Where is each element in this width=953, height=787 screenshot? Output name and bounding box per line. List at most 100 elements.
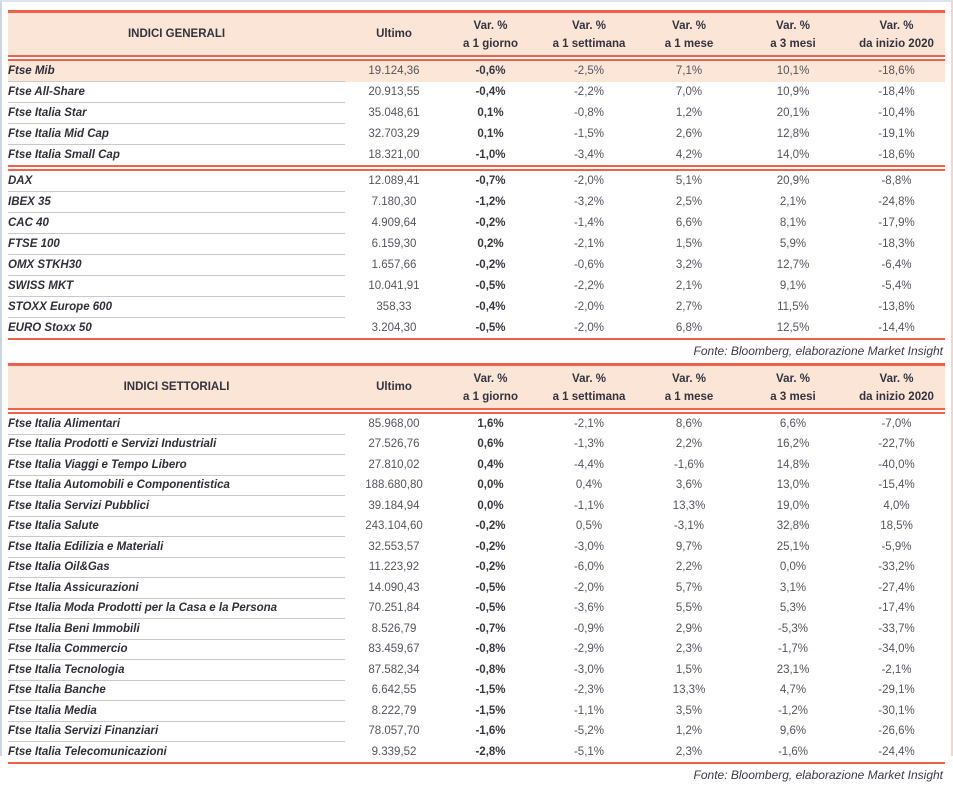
var-3-mesi-value: 14,0% [776,148,810,161]
var-inizio-2020-value: -18,6% [848,60,945,82]
ultimo-value: 78.057,70 [368,725,420,738]
var-1-settimana-value: -2,0% [573,301,605,313]
var-1-mese-value: 2,1% [675,280,703,292]
var-3-mesi-value: 3,1% [779,581,807,594]
var-1-giorno-value: 0,2% [477,238,504,250]
ultimo-value: 35.048,61 [368,107,420,119]
var-1-giorno-value: 0,6% [477,438,504,451]
index-name: Ftse Italia Prodotti e Servizi Industria… [8,434,345,455]
source-note: Fonte: Bloomberg, elaborazione Market In… [693,344,943,358]
var-inizio-2020-value: -7,0% [881,418,912,430]
ultimo-value: 32.703,29 [368,128,420,140]
index-name: Ftse Italia Media [8,700,345,722]
index-name: CAC 40 [8,212,345,234]
var-1-settimana-value: -4,4% [573,458,605,471]
var-1-settimana-value: -3,6% [573,602,605,615]
ultimo-value: 9.339,52 [371,745,417,758]
table-row: Ftse Italia Servizi Pubblici 39.184,94 0,0… [8,495,945,517]
var-1-mese-value: 2,6% [675,128,703,140]
var-inizio-2020-value: -19,1% [878,128,915,140]
var-1-giorno-value: -0,4% [475,86,506,98]
var-1-giorno-value: -0,5% [475,602,506,615]
ultimo-value: 10.041,91 [368,280,420,292]
ultimo-value: 6.642,55 [371,684,417,697]
var-3-mesi-value: -5,3% [777,622,809,635]
ultimo-value: 14.090,43 [368,581,420,594]
var-1-mese-value: 8,6% [675,418,703,430]
var-1-settimana-value: -6,0% [573,561,605,574]
var-1-giorno-value: -0,2% [475,217,506,229]
var-1-settimana-value: -0,6% [573,259,605,271]
var-1-giorno-value: -0,5% [475,280,506,292]
ultimo-value: 18.321,00 [368,148,420,161]
var-1-settimana-value: -2,2% [573,280,605,292]
var-1-giorno-value: 0,1% [477,128,504,140]
var-1-mese-value: 1,2% [675,107,703,119]
column-header-line2: a 3 mesi [770,38,816,50]
var-1-mese-value: 2,3% [675,745,703,758]
var-1-giorno-value: -0,5% [475,321,506,334]
var-1-giorno-value: 0,0% [477,499,504,512]
index-name: Ftse Italia Viaggi e Tempo Libero [8,454,345,476]
var-1-giorno-value: -1,5% [475,704,506,717]
var-3-mesi-value: 8,1% [779,217,807,229]
index-name: Ftse Italia Assicurazioni [8,577,345,599]
var-3-mesi-value: 12,5% [776,321,810,334]
ultimo-value: 70.251,84 [368,602,420,615]
var-3-mesi-value: 6,6% [779,418,807,430]
var-1-giorno-value: -1,2% [475,196,506,208]
column-header-ultimo: Ultimo [345,10,443,56]
table-row: Ftse Italia Viaggi e Tempo Libero 27.810,… [8,454,945,476]
var-3-mesi-value: 14,8% [776,458,810,471]
column-header-line1: Var. % [776,373,810,385]
index-name: EURO Stoxx 50 [8,317,345,340]
column-header-ultimo: Ultimo [345,363,443,409]
ultimo-value: 20.913,55 [368,86,420,98]
var-1-settimana-value: -0,9% [573,622,605,635]
var-1-settimana-value: -2,1% [573,418,605,430]
var-inizio-2020-value: -33,2% [878,561,915,574]
column-header-var-inizio-2020: Var. % da inizio 2020 [848,10,945,56]
var-1-settimana-value: -2,3% [573,684,605,697]
var-1-giorno-value: -0,2% [475,561,506,574]
table-row: Ftse Italia Commercio 83.459,67 -0,8% -2,9%… [8,639,945,660]
var-1-settimana-value: -0,8% [573,107,605,119]
var-inizio-2020-value: 18,5% [880,520,913,533]
index-name: Ftse Italia Servizi Pubblici [8,495,345,517]
column-header-line1: Var. % [879,20,914,32]
var-inizio-2020-value: -5,4% [881,280,912,292]
table-row: SWISS MKT 10.041,91 -0,5% -2,2% 2,1% 9,1% -5,4… [8,275,945,297]
var-1-settimana-value: 0,4% [575,479,603,492]
column-header-line2: a 1 giorno [463,38,518,50]
index-name: DAX [8,170,345,192]
ultimo-value: 6.159,30 [371,238,417,250]
index-name: Ftse Italia Banche [8,680,345,701]
index-name: Ftse Italia Edilizia e Materiali [8,536,345,558]
var-3-mesi-value: -1,7% [777,643,809,656]
column-header-line2: a 1 settimana [552,391,626,403]
column-header-line2: a 1 mese [664,38,714,50]
var-inizio-2020-value: -10,4% [878,107,915,119]
column-header-line2: a 1 mese [664,391,714,403]
var-inizio-2020-value: -18,3% [878,238,915,250]
source-note: Fonte: Bloomberg, elaborazione Market In… [693,767,943,782]
var-3-mesi-value: 10,9% [776,86,810,98]
column-header-line1: Var. % [776,20,810,32]
ultimo-value: 188.680,80 [365,479,423,492]
index-name: Ftse Italia Star [8,102,345,124]
var-1-mese-value: -1,6% [673,458,705,471]
index-name: Ftse Italia Oil&Gas [8,557,345,578]
var-inizio-2020-value: -18,6% [878,148,915,161]
var-1-mese-value: 3,6% [675,479,703,492]
ultimo-value: 7.180,30 [371,196,417,208]
table-title: INDICI SETTORIALI [8,363,345,409]
var-1-settimana-value: -2,0% [573,321,605,334]
var-1-giorno-value: 0,0% [477,479,504,492]
var-1-settimana-value: 0,5% [575,520,603,533]
var-1-mese-value: 13,3% [672,499,706,512]
var-3-mesi-value: 32,8% [776,520,810,533]
var-1-giorno-value: -0,7% [475,622,506,635]
var-1-giorno-value: 0,4% [477,458,504,471]
var-inizio-2020-value: -5,9% [881,540,912,553]
